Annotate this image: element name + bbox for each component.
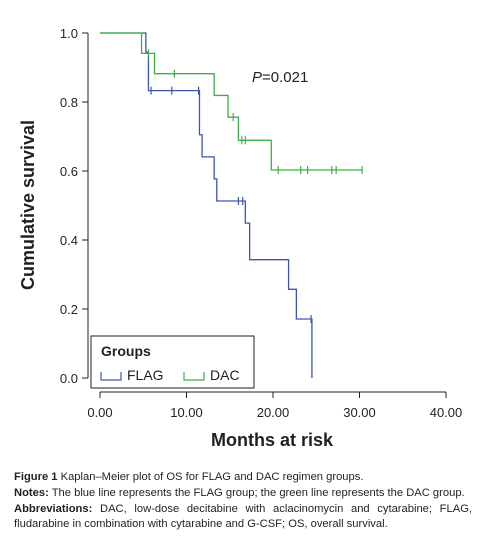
legend-dac-swatch [183,372,205,381]
x-tick-label: 20.00 [257,405,290,420]
x-tick-label: 0.00 [87,405,112,420]
caption-notes-text: The blue line represents the FLAG group;… [51,487,465,499]
caption-notes-line: Notes: The blue line represents the FLAG… [14,486,472,501]
legend-flag-label: FLAG [127,367,164,383]
caption-abbrev-text: DAC, low-dose decitabine with aclacinomy… [14,503,473,530]
y-tick-label: 0.8 [60,95,78,110]
y-tick-label: 0.2 [60,302,78,317]
series-dac-curve [100,32,363,171]
series-layer [100,32,363,378]
p-value-symbol: P [252,69,262,86]
caption-figure-text: Kaplan–Meier plot of OS for FLAG and DAC… [60,471,364,483]
p-value-number: =0.021 [262,69,308,86]
x-tick-label: 30.00 [343,405,376,420]
x-tick-label: 40.00 [430,405,463,420]
x-tick-label: 10.00 [170,405,203,420]
series-flag-curve [100,32,313,378]
axes: 0.0 0.2 0.4 0.6 0.8 1.0 0.00 10.00 20.00 30.00 40.… [60,26,462,420]
y-axis-title: Cumulative survival [18,120,38,290]
y-tick-label: 0.0 [60,371,78,386]
legend: Groups FLAG DAC [90,335,255,389]
caption-abbrev-line: Abbreviations: DAC, low-dose decitabine … [14,502,472,532]
x-axis-title: Months at risk [211,430,334,450]
y-tick-label: 0.6 [60,164,78,179]
legend-title: Groups [101,343,151,359]
legend-flag-swatch [100,372,122,381]
p-value-annotation: P=0.021 [252,69,308,86]
chart-canvas: 0.0 0.2 0.4 0.6 0.8 1.0 0.00 10.00 20.00 30.00 40.… [18,26,462,450]
caption-figure-line: Figure 1 Kaplan–Meier plot of OS for FLA… [14,470,472,485]
caption-abbrev-label: Abbreviations: [14,503,93,515]
y-tick-label: 1.0 [60,26,78,41]
figure-caption: Figure 1 Kaplan–Meier plot of OS for FLA… [14,470,472,533]
caption-notes-label: Notes: [14,487,49,499]
caption-figure-label: Figure 1 [14,471,58,483]
legend-box [90,335,255,389]
kaplan-meier-chart: 0.0 0.2 0.4 0.6 0.8 1.0 0.00 10.00 20.00 30.00 40.… [18,26,462,450]
y-tick-label: 0.4 [60,233,78,248]
legend-dac-label: DAC [210,367,240,383]
